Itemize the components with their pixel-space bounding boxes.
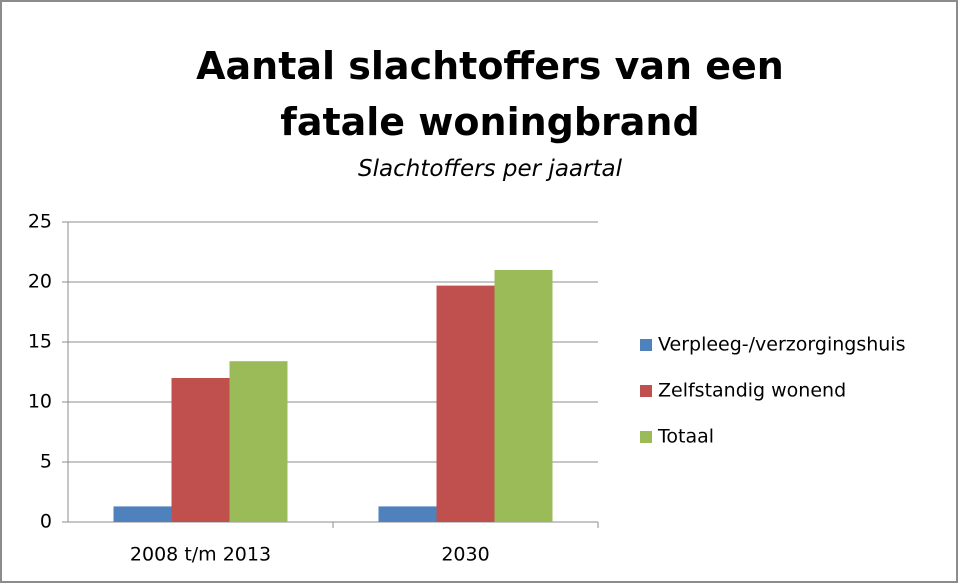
- legend-swatch: [640, 385, 652, 397]
- legend-label: Totaal: [657, 426, 714, 448]
- y-tick-label: 20: [28, 271, 52, 293]
- bar: [378, 506, 437, 522]
- x-tick-label: 2030: [441, 544, 489, 566]
- y-tick-label: 25: [28, 211, 52, 233]
- legend-label: Zelfstandig wonend: [658, 380, 846, 402]
- bar: [113, 506, 172, 522]
- legend-swatch: [640, 339, 652, 351]
- legend-swatch: [640, 431, 652, 443]
- bar: [171, 378, 230, 522]
- chart-title: Aantal slachtoffers van een fatale wonin…: [196, 44, 784, 144]
- y-tick-label: 15: [28, 331, 52, 353]
- x-tick-label: 2008 t/m 2013: [130, 544, 271, 566]
- chart-subtitle: Slachtoffers per jaartal: [358, 156, 622, 182]
- bar: [494, 270, 553, 522]
- legend-label: Verpleeg-/verzorgingshuis: [658, 334, 905, 356]
- bar: [436, 285, 495, 522]
- y-tick-label: 10: [28, 391, 52, 413]
- y-tick-label: 5: [40, 451, 52, 473]
- y-tick-label: 0: [40, 511, 52, 533]
- bar: [229, 361, 288, 522]
